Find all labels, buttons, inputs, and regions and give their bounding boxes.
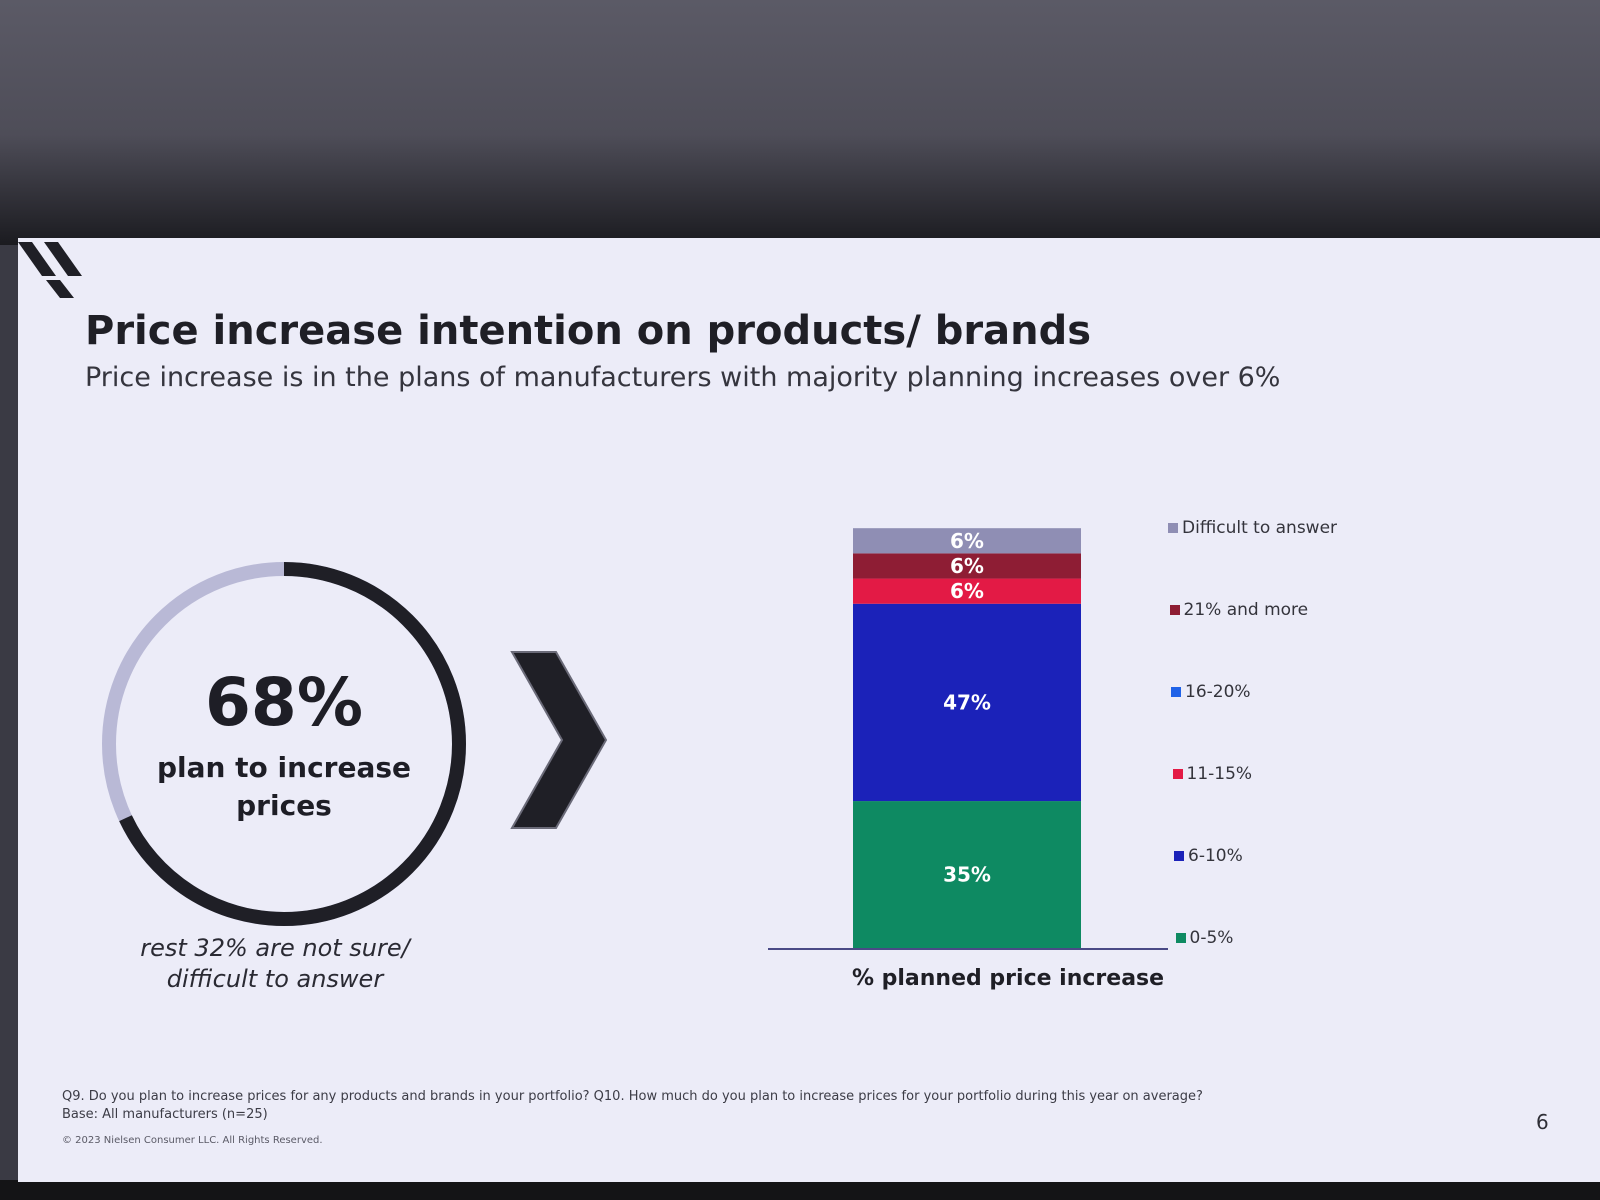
- legend-item: 6-10%: [1174, 846, 1243, 866]
- legend-item: 11-15%: [1172, 764, 1253, 784]
- chart-legend: Difficult to answer 21% and more 16-20% 11-…: [1168, 518, 1428, 948]
- rest-note: rest 32% are not sure/ difficult to answ…: [140, 934, 410, 993]
- bar-segment-2: [853, 578, 1081, 604]
- footnote-question: Q9. Do you plan to increase prices for a…: [62, 1089, 1203, 1104]
- bar-segment-1: [853, 603, 1081, 802]
- legend-item: Difficult to answer: [1168, 518, 1337, 538]
- page-number: 6: [1536, 1110, 1549, 1134]
- footnote-base: Base: All manufacturers (n=25): [62, 1107, 268, 1122]
- legend-swatch: [1174, 851, 1184, 861]
- legend-label: 6-10%: [1188, 846, 1243, 866]
- footnote: Q9. Do you plan to increase prices for a…: [62, 1088, 1362, 1124]
- legend-swatch: [1172, 769, 1183, 779]
- screen-bottom-edge: [0, 1180, 1600, 1200]
- legend-swatch: [1169, 605, 1180, 615]
- legend-label: 11-15%: [1186, 764, 1253, 784]
- slide-title: Price increase intention on products/ br…: [85, 308, 1092, 354]
- donut-ring: [102, 562, 466, 926]
- legend-label: 16-20%: [1185, 682, 1251, 702]
- donut-filled-arc: [102, 562, 466, 926]
- chevron-right-icon: [510, 651, 608, 829]
- room-background: [0, 0, 1600, 245]
- copyright: © 2023 Nielsen Consumer LLC. All Rights …: [62, 1135, 323, 1146]
- legend-item: 0-5%: [1175, 928, 1234, 948]
- x-axis-label: % planned price increase: [851, 966, 1165, 991]
- data-label-1: 47%: [943, 690, 991, 714]
- legend-item: 21% and more: [1169, 600, 1309, 620]
- data-label-4: 6%: [950, 554, 984, 578]
- highlight-value: 68%: [205, 664, 363, 741]
- legend-swatch: [1171, 687, 1181, 697]
- legend-swatch: [1168, 523, 1178, 533]
- highlight-caption: plan to increase prices: [156, 751, 412, 822]
- legend-label: 21% and more: [1183, 600, 1309, 620]
- bar-segment-0: [853, 801, 1081, 948]
- slide: Price increase intention on products/ br…: [18, 238, 1600, 1182]
- legend-swatch: [1175, 933, 1186, 943]
- nielsen-logo-icon: [18, 242, 82, 298]
- legend-label: 0-5%: [1189, 928, 1234, 948]
- bar-segment-5: [853, 528, 1081, 554]
- data-label-0: 35%: [943, 863, 991, 887]
- donut-callout: 68% plan to increase prices: [94, 554, 474, 934]
- legend-label: Difficult to answer: [1182, 518, 1338, 538]
- stacked-bar-chart: 35%47%6%6%6%: [768, 528, 1168, 950]
- bar-segment-4: [853, 553, 1081, 579]
- slide-subtitle: Price increase is in the plans of manufa…: [85, 362, 1281, 393]
- legend-item: 16-20%: [1171, 682, 1251, 702]
- data-label-2: 6%: [950, 579, 984, 603]
- data-label-5: 6%: [950, 529, 984, 553]
